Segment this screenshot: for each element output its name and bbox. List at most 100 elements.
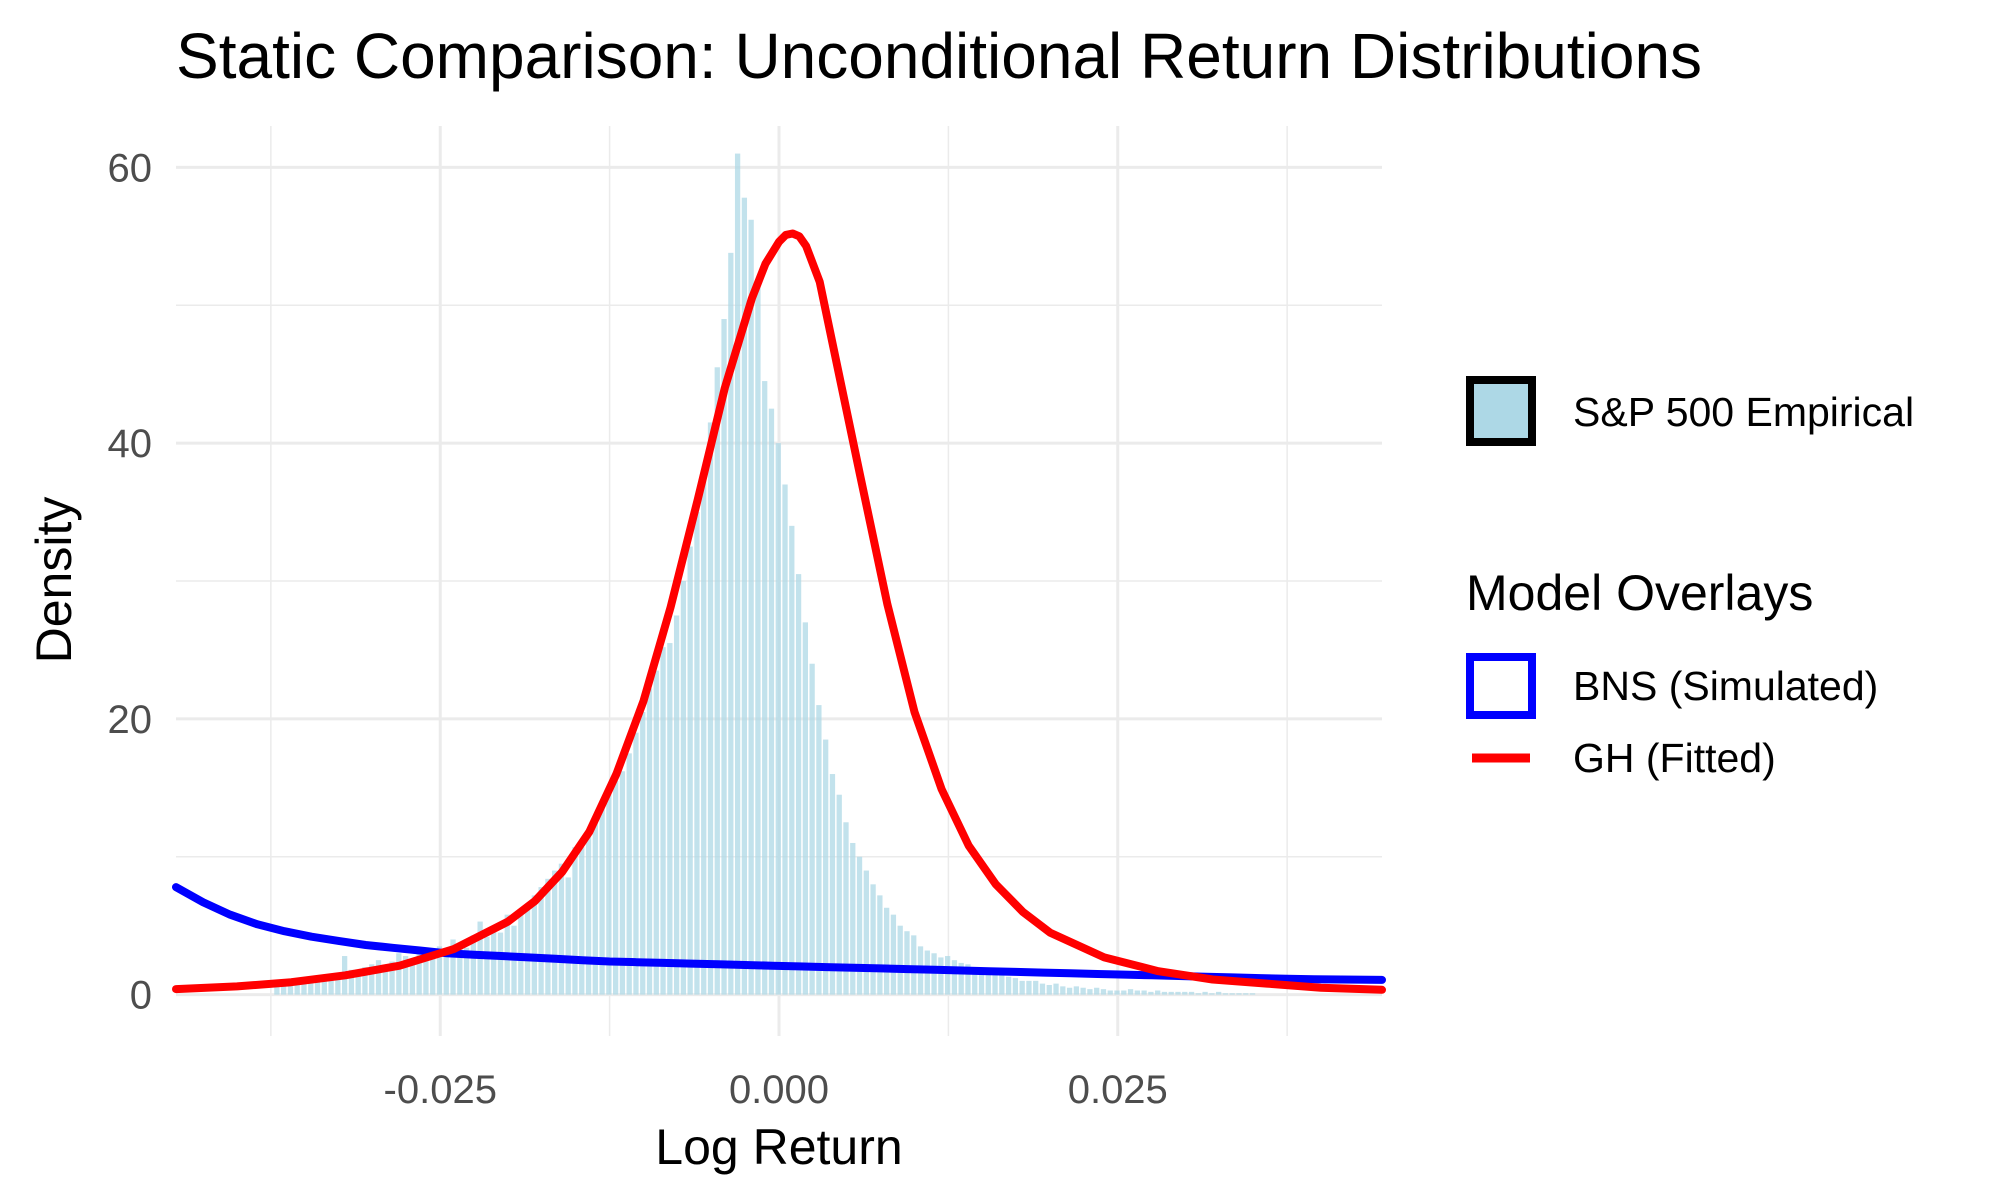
histogram-bar bbox=[470, 935, 476, 995]
histogram-bar bbox=[904, 931, 910, 995]
histogram-bar bbox=[1148, 991, 1154, 995]
histogram-bar bbox=[572, 847, 578, 995]
histogram-bar bbox=[1080, 987, 1086, 995]
histogram-bar bbox=[382, 967, 388, 995]
histogram-bar bbox=[687, 546, 693, 995]
histogram-bar bbox=[491, 928, 497, 995]
histogram-bar bbox=[951, 960, 958, 995]
histogram-bar bbox=[1094, 987, 1100, 995]
histogram-bar bbox=[755, 284, 761, 995]
histogram-bar bbox=[992, 972, 998, 995]
histogram-bar bbox=[1209, 993, 1215, 995]
histogram-bar bbox=[721, 319, 727, 995]
histogram-bar bbox=[741, 197, 748, 995]
histogram-bar bbox=[897, 925, 903, 995]
histogram-bar bbox=[836, 794, 842, 995]
histogram-bar bbox=[965, 964, 971, 995]
histogram-bar bbox=[701, 470, 707, 995]
histogram-bar bbox=[978, 971, 985, 995]
x-axis-title: Log Return bbox=[655, 1119, 902, 1175]
histogram-bar bbox=[409, 964, 416, 995]
histogram-bar bbox=[1141, 990, 1147, 995]
histogram-bar bbox=[375, 960, 382, 995]
histogram-bar bbox=[775, 443, 781, 995]
histogram-bar bbox=[565, 877, 571, 995]
histogram-bar bbox=[1168, 991, 1174, 995]
histogram-bar bbox=[633, 732, 639, 995]
histogram-bar bbox=[1229, 993, 1235, 995]
histogram-bar bbox=[585, 836, 592, 995]
histogram-bar bbox=[985, 973, 991, 995]
histogram-bar bbox=[640, 711, 646, 995]
histogram-bar bbox=[1161, 991, 1168, 995]
histogram-bar bbox=[558, 863, 565, 995]
y-axis-ticks: 0 20 40 60 bbox=[108, 146, 153, 1017]
histogram-bar bbox=[1060, 986, 1066, 995]
x-tick-label: -0.025 bbox=[384, 1068, 497, 1112]
histogram-bar bbox=[524, 905, 531, 995]
histogram-bar bbox=[843, 822, 849, 995]
histogram-bar bbox=[762, 381, 768, 995]
y-tick-label: 20 bbox=[108, 698, 153, 742]
histogram-bar bbox=[795, 574, 802, 995]
histogram-bar bbox=[1222, 993, 1229, 995]
histogram-bar bbox=[931, 953, 937, 995]
histogram-bar bbox=[606, 790, 612, 995]
histogram-bar bbox=[1202, 991, 1208, 995]
histogram-bar bbox=[694, 512, 700, 995]
histogram-bar bbox=[538, 887, 544, 995]
histogram-bar bbox=[1134, 990, 1140, 995]
histogram-bar bbox=[355, 973, 361, 995]
histogram-bar bbox=[714, 367, 720, 995]
y-axis-title: Density bbox=[26, 497, 82, 664]
histogram-bar bbox=[1039, 983, 1046, 995]
legend-key-sp500-empirical bbox=[1466, 376, 1536, 446]
histogram-bar bbox=[457, 945, 463, 995]
histogram-bar bbox=[1066, 987, 1073, 995]
histogram-bar bbox=[646, 688, 653, 995]
legend-title-model-overlays: Model Overlays bbox=[1466, 565, 1813, 621]
histogram-bar bbox=[348, 969, 355, 995]
histogram-bar bbox=[396, 953, 402, 995]
legend-label-gh-fitted: GH (Fitted) bbox=[1573, 735, 1776, 781]
histogram-bar bbox=[728, 252, 734, 995]
histogram-bar bbox=[592, 822, 598, 995]
histogram-bar bbox=[999, 973, 1005, 995]
y-tick-label: 0 bbox=[130, 974, 152, 1018]
histogram-bar bbox=[673, 615, 680, 995]
histogram-bar bbox=[450, 939, 456, 995]
y-tick-label: 40 bbox=[108, 422, 153, 466]
histogram-bar bbox=[497, 932, 504, 995]
histogram-bar bbox=[531, 895, 537, 995]
histogram-bar bbox=[877, 895, 883, 995]
histogram-bar bbox=[734, 153, 741, 995]
histogram-bar bbox=[768, 408, 775, 995]
histogram-bar bbox=[944, 956, 951, 995]
histogram-bar bbox=[782, 484, 788, 995]
histogram-bar bbox=[287, 983, 294, 995]
histogram-bar bbox=[1236, 993, 1242, 995]
histogram-bar bbox=[1114, 990, 1120, 995]
histogram-bar bbox=[884, 907, 890, 995]
histogram-bar bbox=[829, 774, 836, 995]
histogram-bar bbox=[789, 525, 795, 995]
histogram-bar bbox=[972, 967, 978, 995]
histogram-bar bbox=[1087, 989, 1093, 995]
histogram-bar bbox=[626, 753, 632, 995]
histogram-bar bbox=[1155, 990, 1161, 995]
histogram-bar bbox=[870, 884, 876, 995]
histogram-bar bbox=[1107, 990, 1113, 995]
histogram-bar bbox=[281, 984, 287, 995]
histogram-bars bbox=[274, 153, 1256, 995]
histogram-bar bbox=[653, 670, 659, 995]
histogram-bar bbox=[707, 422, 714, 995]
histogram-bar bbox=[362, 967, 368, 995]
x-tick-label: 0.000 bbox=[729, 1068, 829, 1112]
histogram-bar bbox=[1053, 983, 1059, 995]
histogram-bar bbox=[1182, 991, 1188, 995]
histogram-bar bbox=[335, 976, 341, 995]
histogram-bar bbox=[667, 643, 673, 995]
histogram-bar bbox=[958, 962, 964, 995]
histogram-bar bbox=[321, 975, 327, 995]
